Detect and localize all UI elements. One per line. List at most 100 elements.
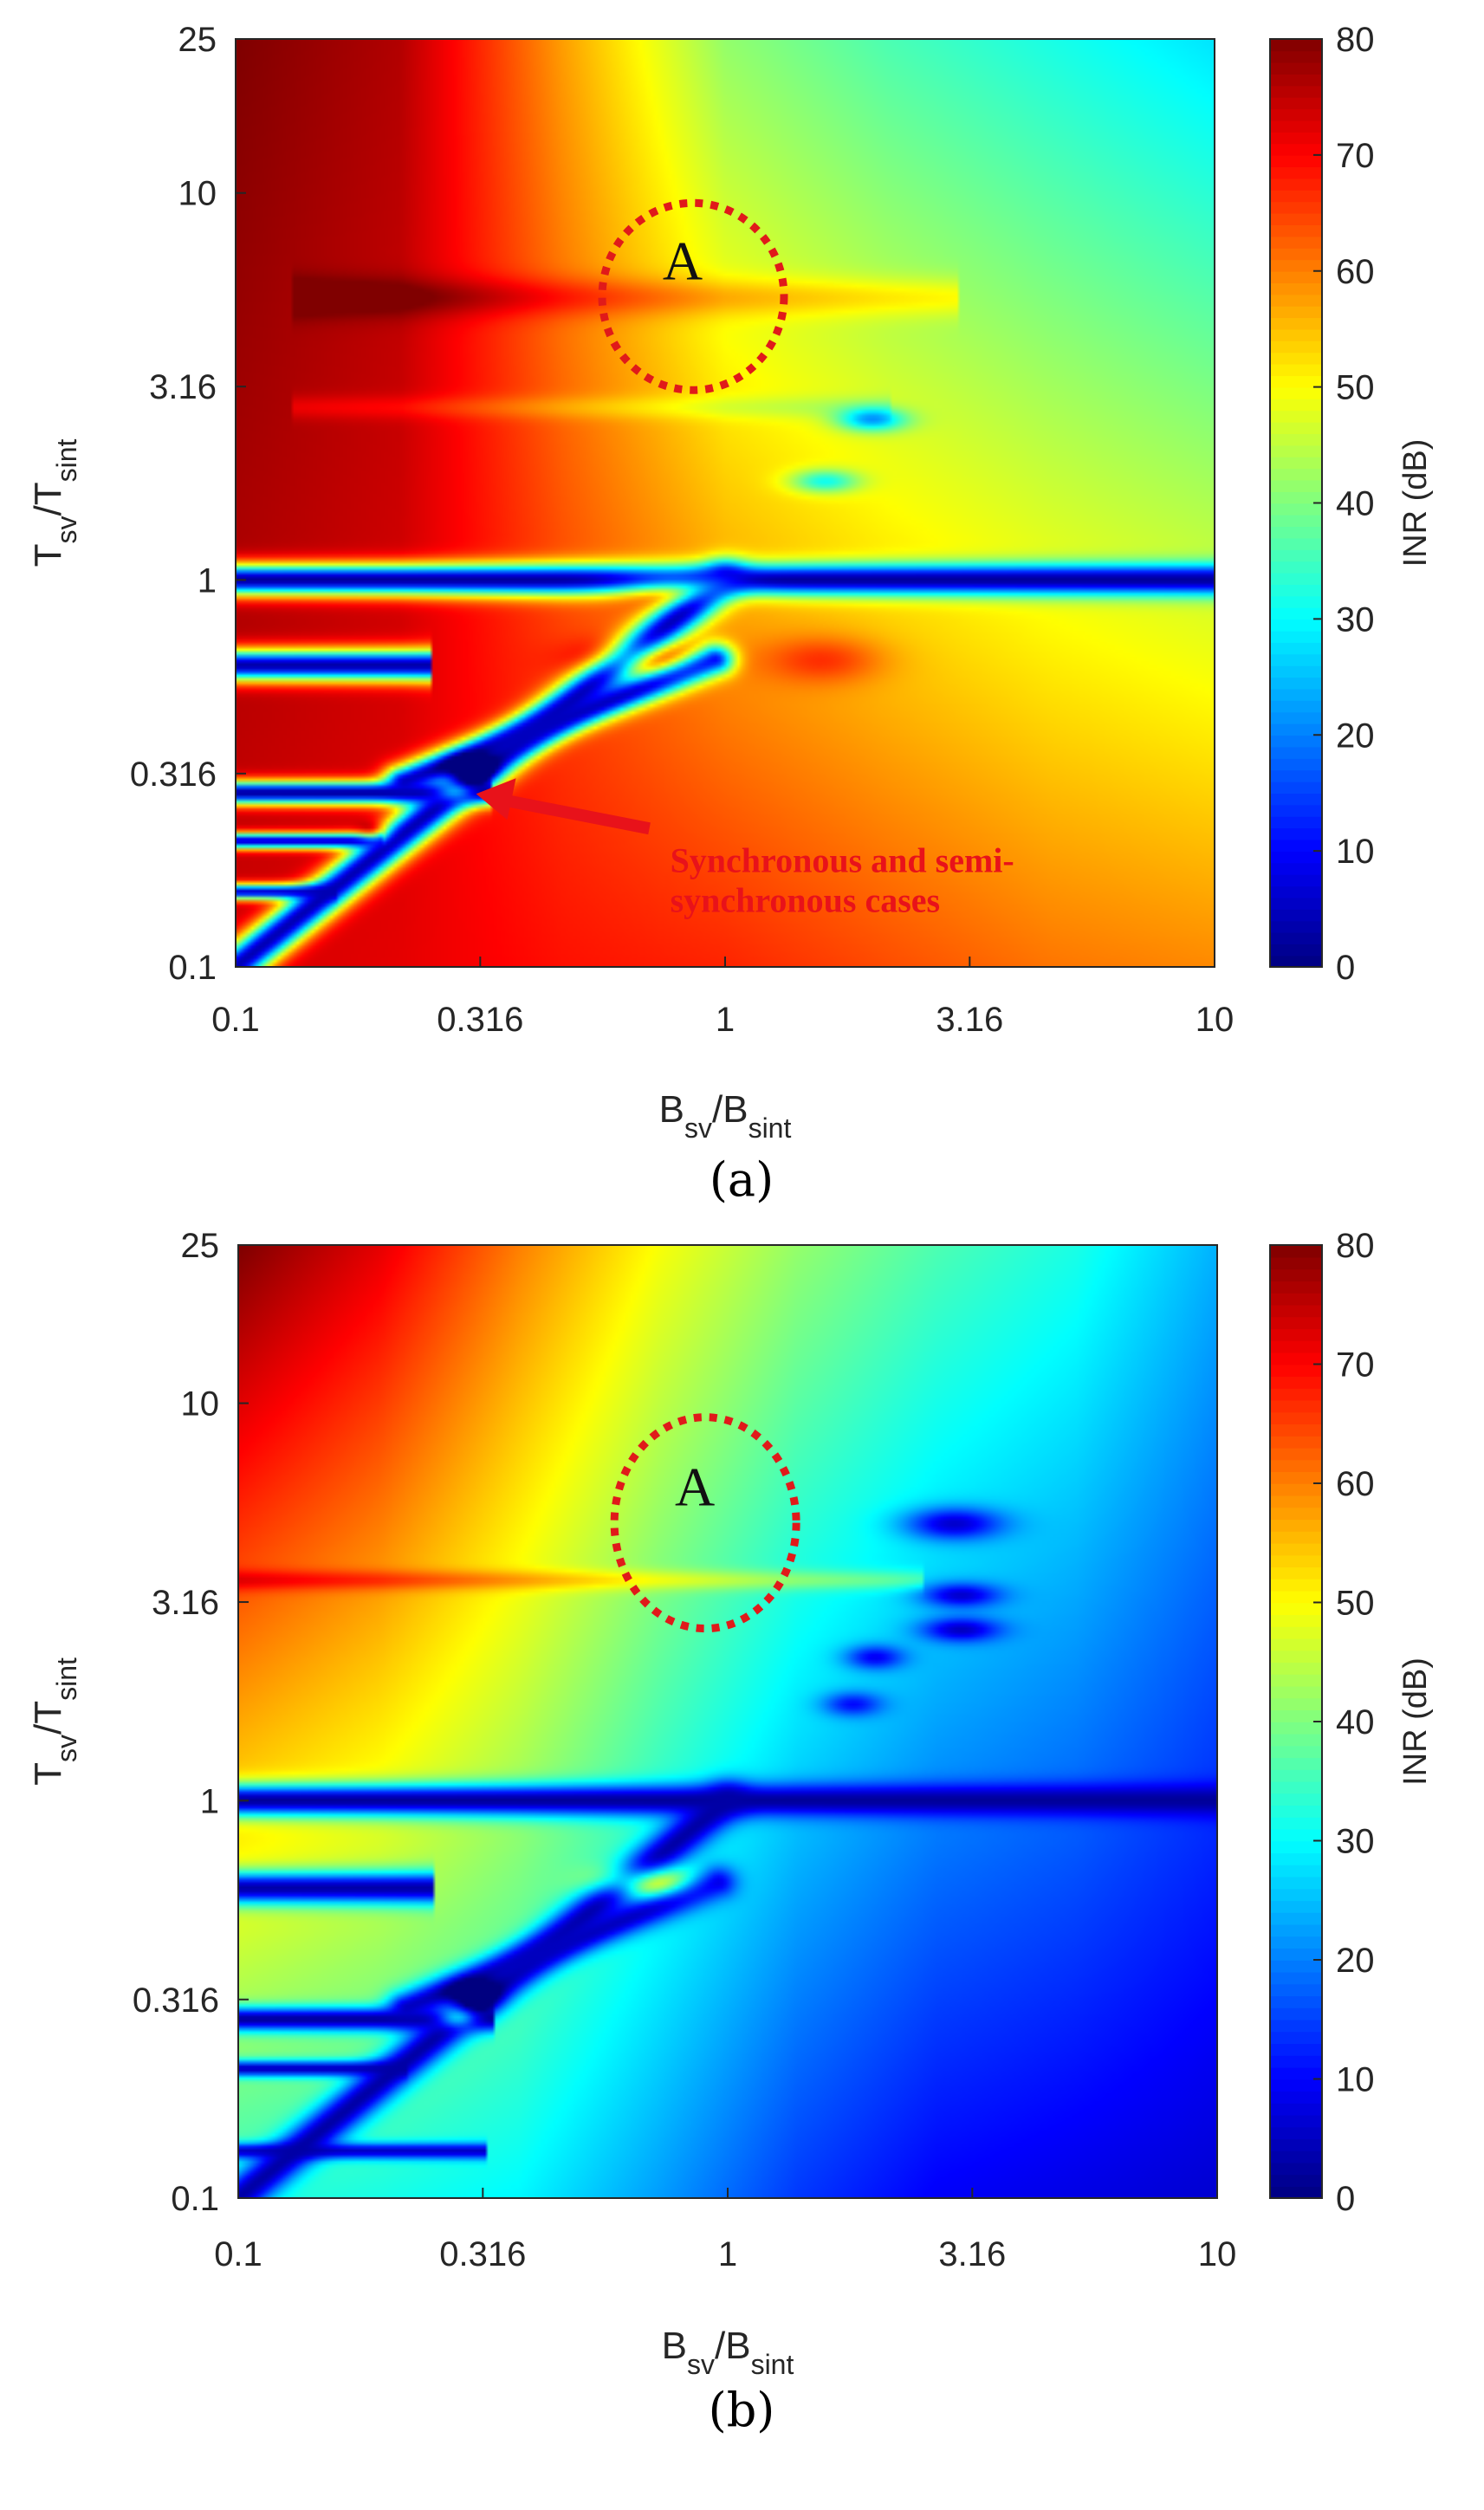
colorbar-segment [1270,433,1322,446]
arrow-head [476,778,516,820]
colorbar-segment [1270,1805,1322,1818]
colorbar-segment [1270,665,1322,678]
colorbar-segment [1270,1876,1322,1890]
colorbar-segment [1270,514,1322,528]
colorbar-tick-label: 70 [1336,137,1375,175]
colorbar-segment [1270,572,1322,586]
colorbar-segment [1270,1602,1322,1616]
colorbar-segment [1270,944,1322,957]
panel-caption: (a) [710,1152,774,1207]
colorbar-segment [1270,1519,1322,1532]
colorbar-segment [1270,1304,1322,1318]
colorbar-segment [1270,642,1322,655]
colorbar-segment [1270,1983,1322,1997]
colorbar-segment [1270,1971,1322,1985]
y-tick-label: 1 [198,561,217,600]
colorbar-segment [1270,2138,1322,2151]
colorbar-segment [1270,630,1322,643]
colorbar-tick-label: 50 [1336,1585,1375,1623]
x-tick-label: 10 [1198,2235,1237,2273]
colorbar-segment [1270,561,1322,574]
colorbar-segment [1270,224,1322,237]
colorbar-segment [1270,1316,1322,1330]
colorbar-segment [1270,491,1322,504]
colorbar-segment [1270,619,1322,632]
colorbar-segment [1270,305,1322,319]
colorbar-segment [1270,1293,1322,1306]
colorbar-segment [1270,85,1322,98]
colorbar-segment [1270,328,1322,341]
colorbar-segment [1270,1900,1322,1913]
colorbar-segment [1270,39,1322,52]
region-a-circle [598,198,788,394]
colorbar-segment [1270,190,1322,203]
arrow-shaft [506,795,651,835]
colorbar-segment [1270,1793,1322,1806]
colorbar-segment [1270,1852,1322,1865]
region-a-circle [610,1413,800,1633]
colorbar-segment [1270,1865,1322,1878]
colorbar-segment [1270,363,1322,377]
colorbar-segment [1270,1626,1322,1639]
colorbar-segment [1270,653,1322,666]
colorbar-segment [1270,1579,1322,1592]
colorbar-segment [1270,1948,1322,1961]
colorbar-segment [1270,1757,1322,1770]
colorbar-segment [1270,2174,1322,2188]
colorbar-segment [1270,259,1322,272]
colorbar-segment [1270,815,1322,829]
y-tick-label: 10 [178,175,217,213]
colorbar-segment [1270,2066,1322,2080]
x-axis-label: Bsv/Bsint [662,2325,794,2380]
colorbar-segment [1270,1960,1322,1973]
colorbar-segment [1270,2186,1322,2199]
colorbar-segment [1270,178,1322,191]
colorbar-segment [1270,1411,1322,1425]
colorbar-segment [1270,375,1322,388]
colorbar-segment [1270,1245,1322,1258]
colorbar-segment [1270,1995,1322,2008]
colorbar-segment [1270,931,1322,945]
colorbar-tick-label: 70 [1336,1346,1375,1385]
colorbar-segment [1270,1780,1322,1794]
colorbar-segment [1270,2162,1322,2176]
y-tick-label: 25 [181,1227,220,1265]
colorbar-segment [1270,294,1322,307]
colorbar-segment [1270,1614,1322,1627]
colorbar-segment [1270,270,1322,283]
y-tick-label: 0.1 [168,949,217,987]
colorbar-segment [1270,1447,1322,1461]
colorbar-segment [1270,456,1322,470]
y-axis-label: Tsv/Tsint [27,1657,82,1786]
colorbar-segment [1270,212,1322,225]
colorbar-label: INR (dB) [1397,1657,1434,1786]
colorbar-segment [1270,1268,1322,1282]
colorbar-segment [1270,1697,1322,1711]
colorbar-segment [1270,851,1322,864]
colorbar-segment [1270,120,1322,133]
colorbar-tick-label: 20 [1336,1942,1375,1980]
colorbar-segment [1270,537,1322,550]
colorbar-segment [1270,386,1322,399]
annotation-text-line2: synchronous cases [671,880,941,919]
colorbar-segment [1270,1436,1322,1449]
colorbar-tick-label: 40 [1336,1703,1375,1741]
colorbar-segment [1270,606,1322,620]
colorbar-segment [1270,595,1322,608]
y-tick-label: 0.316 [133,1981,219,2020]
colorbar-segment [1270,1399,1322,1413]
colorbar-segment [1270,549,1322,562]
colorbar-tick-label: 30 [1336,1823,1375,1861]
x-tick-label: 0.1 [211,1001,260,1039]
colorbar-segment [1270,1256,1322,1270]
colorbar-segment [1270,1840,1322,1854]
colorbar-tick-label: 20 [1336,717,1375,755]
colorbar-segment [1270,885,1322,898]
colorbar-segment [1270,839,1322,852]
colorbar-segment [1270,804,1322,817]
colorbar-segment [1270,1923,1322,1937]
y-tick-label: 1 [200,1782,219,1820]
colorbar-segment [1270,1685,1322,1699]
colorbar-segment [1270,2019,1322,2033]
colorbar-segment [1270,897,1322,910]
